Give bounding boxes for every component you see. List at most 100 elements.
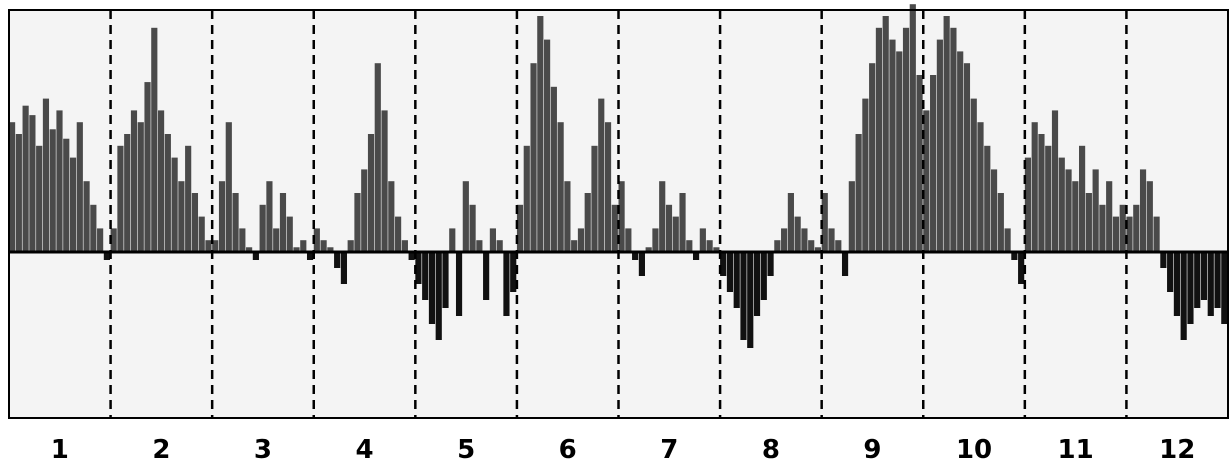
tick-label-3: 3 [254,435,272,465]
bar-9-3 [841,252,849,276]
bar-3-9 [273,228,280,252]
bar-11-13 [1112,216,1120,252]
bar-1-13 [97,228,104,252]
bar-2-11 [185,145,192,252]
bar-12-14 [1221,252,1228,324]
bar-4-5 [347,240,354,252]
bar-8-8 [774,240,781,252]
bar-3-5 [246,247,253,252]
bar-6-2 [530,63,537,253]
bar-8-10 [787,193,794,252]
tick-label-5: 5 [457,435,475,465]
bar-8-5 [753,252,761,316]
bar-10-1 [930,75,937,252]
bar-10-2 [936,39,943,252]
bar-1-6 [49,129,56,252]
bar-8-12 [801,228,808,252]
bar-1-7 [56,110,63,253]
bar-3-4 [239,228,246,252]
bar-11-3 [1045,145,1052,252]
bar-3-7 [259,204,266,252]
bar-11-14 [1119,204,1126,252]
tick-label-2: 2 [152,435,170,465]
plot-frame [8,9,1229,419]
bar-5-2 [428,252,436,324]
bar-4-10 [381,110,388,253]
bar-5-5 [449,228,456,252]
bar-8-13 [808,240,815,252]
bar-9-8 [875,27,883,252]
bar-7-13 [706,240,713,252]
bar-4-12 [395,216,402,252]
bar-7-5 [652,228,659,252]
bars-layer [9,4,1228,348]
bar-5-4 [442,252,449,308]
tick-label-6: 6 [559,435,577,465]
bar-2-12 [191,193,199,252]
bar-2-9 [171,157,178,252]
bar-5-12 [496,240,503,252]
bar-9-14 [916,75,923,252]
bar-12-13 [1214,252,1221,308]
tick-label-7: 7 [660,435,678,465]
bar-1-4 [36,145,43,252]
bar-5-1 [422,252,429,300]
dividers-layer [109,10,1128,418]
bar-1-8 [63,138,70,252]
tick-label-4: 4 [355,435,373,465]
bar-8-11 [794,216,801,252]
bar-5-11 [489,228,496,252]
bar-5-7 [462,181,469,252]
bar-3-3 [232,193,239,252]
bar-7-12 [699,228,706,252]
bar-1-12 [90,204,97,252]
bar-10-5 [957,51,964,253]
bar-7-2 [632,252,639,260]
bar-4-3 [334,252,341,268]
bar-8-9 [781,228,788,252]
bar-2-0 [110,228,117,252]
tick-label-10: 10 [956,435,992,465]
bar-7-3 [638,252,645,276]
bar-3-11 [286,216,293,252]
bar-9-4 [848,181,855,252]
bar-8-0 [720,252,727,276]
bar-2-3 [130,110,138,253]
bar-12-4 [1153,216,1160,252]
bar-12-0 [1126,216,1133,252]
bar-2-6 [151,27,158,252]
bar-7-10 [686,240,693,252]
bar-11-2 [1038,134,1045,252]
bar-3-12 [293,247,300,252]
bar-2-4 [137,122,144,252]
bar-10-13 [1011,252,1018,260]
bar-2-10 [178,181,185,252]
bar-11-0 [1024,157,1031,252]
bar-5-14 [510,252,517,292]
bar-6-4 [544,39,551,252]
bar-5-8 [469,204,476,252]
bar-4-1 [320,240,327,252]
tick-label-9: 9 [863,435,881,465]
bar-5-6 [455,252,463,316]
bar-10-12 [1004,228,1011,252]
bar-1-2 [22,105,29,253]
bar-10-3 [943,16,950,252]
bar-4-11 [388,181,395,252]
bar-4-7 [361,169,368,252]
bar-7-8 [672,216,679,252]
bar-7-4 [645,247,652,252]
bar-6-3 [537,16,544,252]
bar-12-7 [1173,252,1180,316]
bar-9-2 [835,240,842,252]
bar-9-12 [902,27,910,252]
bar-4-6 [354,193,361,252]
bar-9-6 [862,98,869,252]
bar-9-9 [882,16,889,252]
bar-8-7 [767,252,774,276]
bar-11-1 [1031,122,1038,252]
bar-12-2 [1139,169,1147,252]
bar-9-11 [896,51,903,253]
